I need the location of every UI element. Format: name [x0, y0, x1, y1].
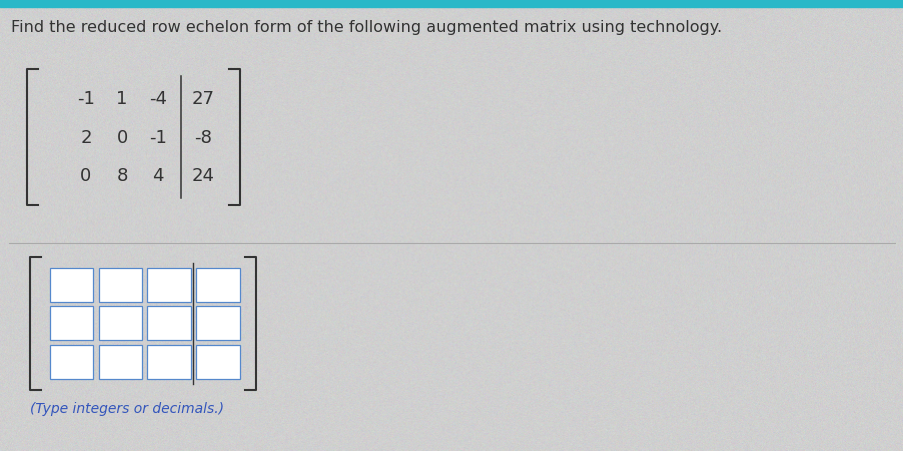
FancyBboxPatch shape — [196, 268, 239, 302]
Text: -1: -1 — [149, 129, 167, 147]
FancyBboxPatch shape — [196, 345, 239, 379]
FancyBboxPatch shape — [98, 268, 142, 302]
FancyBboxPatch shape — [147, 307, 191, 341]
Text: Find the reduced row echelon form of the following augmented matrix using techno: Find the reduced row echelon form of the… — [11, 20, 721, 35]
FancyBboxPatch shape — [196, 307, 239, 341]
FancyBboxPatch shape — [50, 307, 93, 341]
FancyBboxPatch shape — [147, 268, 191, 302]
Text: (Type integers or decimals.): (Type integers or decimals.) — [30, 401, 224, 415]
Text: 2: 2 — [80, 129, 91, 147]
FancyBboxPatch shape — [98, 307, 142, 341]
Text: 4: 4 — [153, 167, 163, 185]
FancyBboxPatch shape — [147, 345, 191, 379]
Text: 8: 8 — [116, 167, 127, 185]
FancyBboxPatch shape — [50, 345, 93, 379]
Bar — [0, 0, 903, 8]
Text: -8: -8 — [194, 129, 212, 147]
Text: 27: 27 — [191, 90, 215, 108]
Text: 24: 24 — [191, 167, 215, 185]
Text: 0: 0 — [80, 167, 91, 185]
FancyBboxPatch shape — [98, 345, 142, 379]
Text: 1: 1 — [116, 90, 127, 108]
FancyBboxPatch shape — [50, 268, 93, 302]
Text: -1: -1 — [77, 90, 95, 108]
Text: -4: -4 — [149, 90, 167, 108]
Text: 0: 0 — [116, 129, 127, 147]
